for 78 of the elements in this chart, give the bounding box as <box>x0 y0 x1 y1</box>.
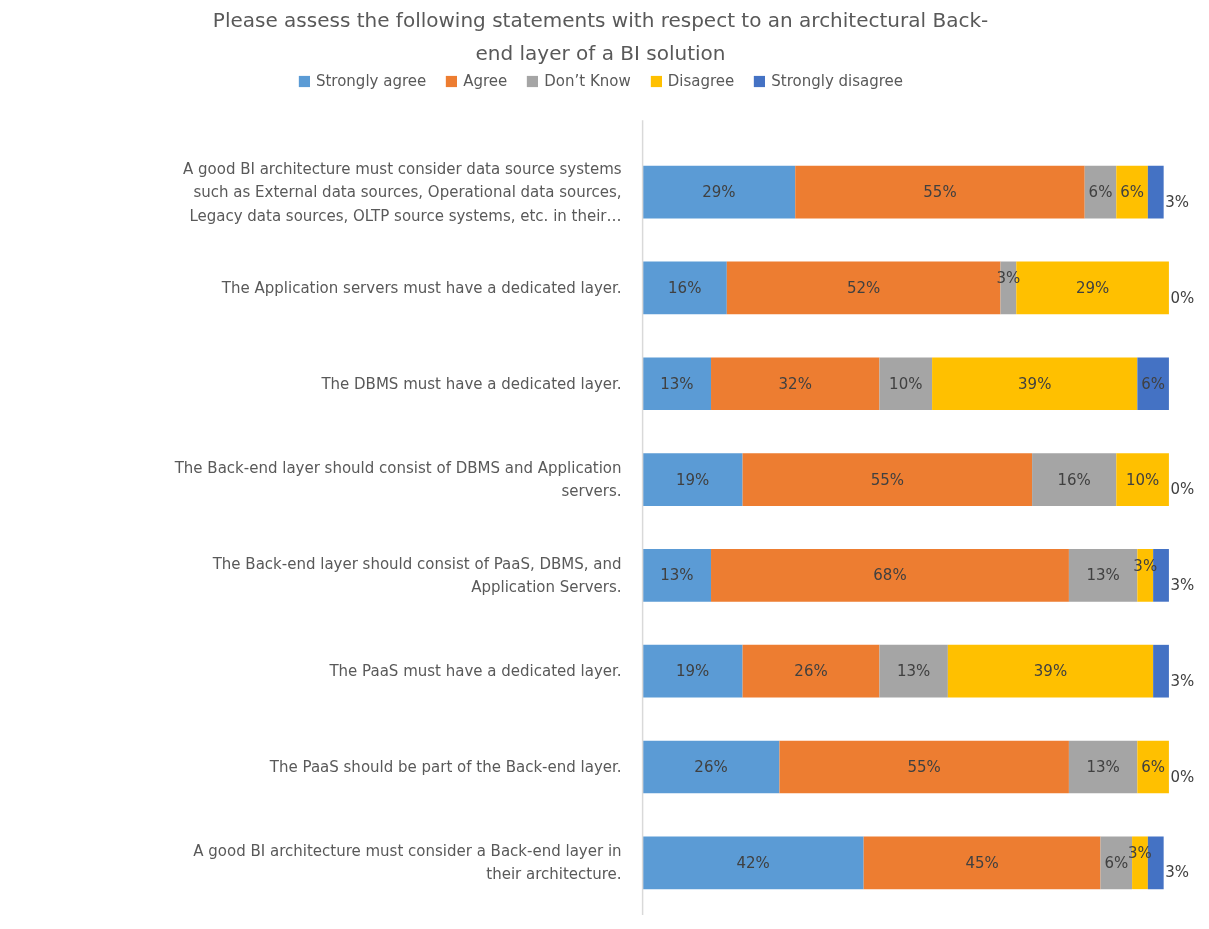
data-label: 45% <box>965 853 999 872</box>
data-label: 55% <box>870 470 905 489</box>
data-label: 6% <box>1141 374 1166 393</box>
bar <box>642 644 743 698</box>
bar <box>1137 357 1169 411</box>
data-label: 0% <box>1170 288 1195 307</box>
bar <box>742 453 1033 506</box>
data-label: 6% <box>1088 183 1113 202</box>
data-label: 39% <box>1033 662 1068 681</box>
bar <box>642 165 796 219</box>
y-tick-label: The PaaS should be part of the Back-end layer. <box>268 757 622 776</box>
bar <box>795 165 1085 219</box>
data-label: 16% <box>668 278 702 297</box>
data-label: 55% <box>907 757 941 776</box>
data-label: 3% <box>1165 863 1190 882</box>
data-label: 39% <box>1018 374 1052 393</box>
bar <box>642 453 743 506</box>
data-label: 10% <box>1125 470 1160 489</box>
data-label: 29% <box>1075 278 1110 297</box>
data-label: 0% <box>1170 767 1195 786</box>
data-label: 52% <box>846 278 881 297</box>
data-label: 13% <box>1086 757 1120 776</box>
bar <box>1032 453 1117 506</box>
data-label: 26% <box>694 757 728 776</box>
bar <box>879 357 933 411</box>
data-label: 29% <box>702 183 736 202</box>
bar <box>642 549 712 602</box>
data-label: 0% <box>1170 480 1195 499</box>
data-label: 13% <box>1086 566 1120 585</box>
bar <box>932 357 1138 411</box>
bar <box>642 357 712 411</box>
data-label: 19% <box>675 662 710 681</box>
bar <box>642 261 727 315</box>
legend-label: Strongly disagree <box>771 72 904 90</box>
bar <box>1116 165 1148 219</box>
data-label: 55% <box>923 183 957 202</box>
data-label: 3% <box>1170 575 1195 594</box>
y-tick-label: The PaaS must have a dedicated layer. <box>328 662 622 681</box>
y-tick-label: The DBMS must have a dedicated layer. <box>320 374 622 393</box>
bar <box>1068 740 1138 794</box>
y-tick-label: The Application servers must have a dedicated layer. <box>220 278 622 297</box>
bar <box>742 644 880 698</box>
bar <box>642 836 864 890</box>
data-label: 13% <box>660 374 694 393</box>
y-tick-label: The Back-end layer should consist of PaaS, DBMS, and Application Servers. <box>211 554 622 597</box>
data-label: 3% <box>1165 192 1190 211</box>
bar <box>879 644 948 698</box>
bar <box>1137 740 1169 794</box>
data-label: 10% <box>889 374 923 393</box>
data-label: 19% <box>675 470 710 489</box>
data-label: 42% <box>736 853 770 872</box>
y-tick-label: The Back-end layer should consist of DBMS and Application servers. <box>173 458 622 501</box>
bar <box>779 740 1069 794</box>
data-label: 32% <box>778 374 812 393</box>
legend-label: Strongly agree <box>315 72 427 90</box>
data-label: 6% <box>1120 183 1144 202</box>
y-tick-label: A good BI architecture must consider data source systems such as External data sources, Operational data sources, Legacy data sources, OLTP source systems, etc. in their… <box>182 159 622 225</box>
legend-label: Disagree <box>667 72 735 90</box>
data-label: 26% <box>794 662 828 681</box>
data-label: 6% <box>1141 757 1166 776</box>
bar <box>947 644 1154 698</box>
bar <box>711 549 1069 602</box>
data-label: 13% <box>896 662 931 681</box>
legend-label: Don’t Know <box>544 72 631 90</box>
chart-title: Please assess the following statements with respect to an architectural Back-end layer of a BI solution <box>212 8 989 65</box>
bar <box>1147 165 1164 219</box>
bar <box>863 836 1101 890</box>
legend-label: Agree <box>463 72 508 90</box>
bar <box>1116 453 1169 506</box>
bar <box>1153 644 1169 698</box>
data-label: 16% <box>1057 470 1091 489</box>
data-label: 6% <box>1104 853 1129 872</box>
bar <box>642 740 780 794</box>
bar <box>711 357 880 411</box>
data-label: 3% <box>1170 671 1195 690</box>
y-tick-label: A good BI architecture must consider a Back-end layer in their architecture. <box>193 842 622 884</box>
data-label: 68% <box>873 566 907 585</box>
data-label: 13% <box>660 566 694 585</box>
